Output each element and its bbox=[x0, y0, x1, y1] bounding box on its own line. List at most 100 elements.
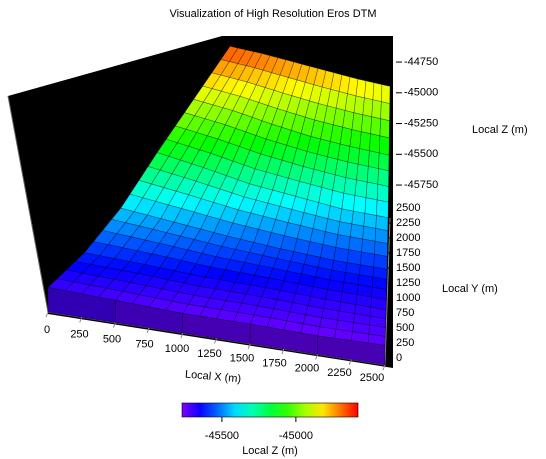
surface-patch bbox=[373, 253, 388, 270]
x-tick bbox=[247, 343, 251, 349]
surface-patch bbox=[363, 212, 377, 229]
x-tick bbox=[112, 322, 116, 328]
chart-title: Visualization of High Resolution Eros DT… bbox=[169, 8, 376, 20]
surface-patch bbox=[380, 101, 391, 122]
x-tick-label: 2000 bbox=[295, 362, 319, 374]
surface-patch bbox=[343, 177, 357, 196]
surface-patch bbox=[341, 192, 356, 212]
surface-patch bbox=[372, 82, 383, 103]
x-tick-label: 500 bbox=[103, 334, 121, 346]
x-tick-label: 250 bbox=[70, 329, 88, 341]
x-tick bbox=[79, 317, 83, 323]
surface-patch bbox=[366, 166, 379, 185]
y-tick-label: 1000 bbox=[396, 292, 420, 304]
surface-patch bbox=[335, 234, 351, 251]
y-tick-label: 750 bbox=[396, 307, 414, 319]
surface-patch bbox=[380, 84, 391, 104]
colorbar-tick-label: -45000 bbox=[279, 430, 313, 442]
surface-patch bbox=[349, 223, 365, 240]
z-tick-label: -45000 bbox=[404, 87, 438, 99]
x-tick bbox=[45, 311, 49, 318]
surface-patch bbox=[337, 221, 353, 238]
surface-patch bbox=[364, 197, 378, 216]
x-tick-label: 1250 bbox=[197, 348, 221, 360]
x-tick-label: 2250 bbox=[327, 367, 351, 379]
surface-patch bbox=[370, 296, 387, 311]
y-tick-label: 2000 bbox=[396, 232, 420, 244]
surface-patch bbox=[374, 228, 389, 244]
x-tick bbox=[281, 348, 285, 355]
z-tick-label: -44750 bbox=[404, 56, 438, 68]
y-tick-label: 2500 bbox=[396, 202, 420, 214]
x-tick-label: 750 bbox=[135, 338, 153, 350]
y-tick-label: 1750 bbox=[396, 247, 420, 259]
y-tick-label: 1500 bbox=[396, 262, 420, 274]
surface-patch bbox=[372, 266, 388, 280]
surface-patch bbox=[378, 135, 390, 156]
x-tick-label: 1750 bbox=[262, 358, 286, 370]
surface-patch bbox=[348, 236, 363, 253]
x-axis-title: Local X (m) bbox=[184, 368, 241, 385]
y-axis-line bbox=[384, 217, 391, 366]
colorbar-title: Local Z (m) bbox=[242, 445, 298, 457]
x-tick bbox=[348, 359, 352, 365]
surface-patch bbox=[356, 163, 369, 183]
surface-patch bbox=[362, 225, 377, 242]
x-tick-label: 2500 bbox=[360, 372, 384, 384]
surface-patch bbox=[359, 131, 371, 152]
surface-patch bbox=[351, 112, 364, 133]
surface-patch bbox=[376, 183, 389, 203]
z-tick-label: -45500 bbox=[404, 148, 438, 160]
surface-patch bbox=[375, 215, 389, 232]
surface-patch bbox=[347, 146, 361, 165]
surface-patch bbox=[332, 174, 347, 194]
x-tick bbox=[382, 364, 386, 371]
surface-patch bbox=[370, 116, 381, 137]
box-edge bbox=[7, 95, 49, 313]
surface-patch bbox=[379, 118, 390, 139]
x-tick-label: 1500 bbox=[230, 353, 254, 365]
surface-patch bbox=[333, 247, 349, 263]
y-tick-label: 2250 bbox=[396, 217, 420, 229]
x-tick-label: 0 bbox=[44, 324, 50, 336]
surface-patch bbox=[353, 195, 367, 214]
surface-patch bbox=[357, 148, 370, 167]
x-tick bbox=[180, 333, 184, 339]
surface-patch bbox=[362, 97, 374, 118]
surface-patch bbox=[374, 240, 388, 257]
colorbar bbox=[181, 402, 359, 418]
surface-patch bbox=[345, 161, 359, 181]
surface-patch bbox=[351, 210, 366, 227]
x-tick bbox=[315, 354, 319, 360]
x-tick bbox=[214, 338, 217, 344]
surface-patch bbox=[368, 150, 380, 169]
y-tick-label: 500 bbox=[396, 322, 414, 334]
y-tick-label: 0 bbox=[396, 352, 402, 364]
x-tick bbox=[146, 327, 150, 334]
z-tick-label: -45750 bbox=[404, 179, 438, 191]
surface-patch bbox=[346, 249, 362, 266]
z-axis-title: Local Z (m) bbox=[472, 124, 528, 136]
x-tick-label: 1000 bbox=[165, 343, 189, 355]
surface-patch bbox=[361, 238, 376, 255]
y-tick-label: 1250 bbox=[396, 277, 420, 289]
surface-patch bbox=[365, 181, 379, 201]
surface-patch bbox=[354, 179, 368, 199]
surface-patch bbox=[369, 133, 381, 154]
colorbar-tick-label: -45500 bbox=[205, 430, 239, 442]
surface-patch bbox=[378, 152, 390, 172]
surface-patch bbox=[377, 168, 390, 187]
y-axis-title: Local Y (m) bbox=[442, 283, 498, 295]
surface-patch bbox=[364, 80, 375, 101]
z-tick-label: -45250 bbox=[404, 117, 438, 129]
surface-patch bbox=[360, 114, 373, 135]
surface-patch bbox=[360, 251, 375, 268]
surface-patch bbox=[339, 208, 354, 225]
surface-patch bbox=[369, 315, 387, 328]
surface-patch bbox=[376, 199, 389, 219]
surface-patch bbox=[349, 129, 362, 149]
y-tick-label: 250 bbox=[396, 337, 414, 349]
surface-patch bbox=[371, 99, 382, 120]
